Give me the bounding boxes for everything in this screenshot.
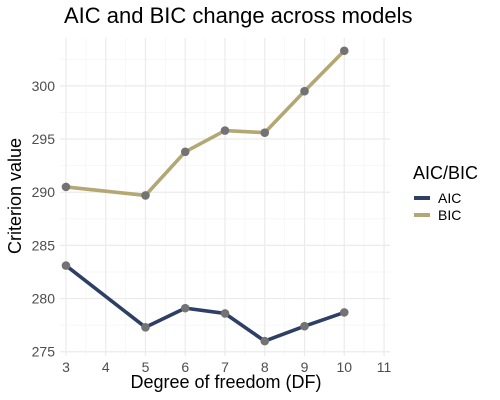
x-tick-label: 4 — [102, 359, 110, 375]
data-point-bic — [300, 86, 309, 96]
data-point-bic — [180, 147, 190, 157]
data-point-bic — [141, 191, 150, 200]
legend-title: AIC/BIC — [413, 163, 478, 183]
x-tick-label: 6 — [181, 359, 189, 375]
chart-title: AIC and BIC change across models — [64, 3, 413, 28]
data-point-aic — [220, 309, 230, 318]
data-point-aic — [61, 261, 71, 270]
y-tick-labels: 275 280 285 290 295 300 — [32, 78, 56, 360]
x-axis-title: Degree of freedom (DF) — [130, 372, 321, 392]
legend-label-bic: BIC — [438, 207, 461, 223]
y-axis-title: Criterion value — [5, 138, 25, 254]
y-tick-label: 290 — [32, 184, 56, 200]
x-tick-label: 10 — [336, 359, 352, 375]
y-tick-label: 275 — [32, 344, 56, 360]
x-tick-label: 8 — [261, 359, 269, 375]
data-point-bic — [260, 128, 270, 137]
series-points — [61, 46, 349, 346]
grid — [60, 38, 390, 356]
y-tick-label: 285 — [32, 237, 56, 253]
x-tick-label: 5 — [142, 359, 150, 375]
x-tick-labels: 3 4 5 6 7 8 9 10 11 — [62, 359, 391, 375]
data-point-aic — [180, 303, 190, 313]
x-tick-label: 9 — [301, 359, 309, 375]
y-tick-label: 295 — [32, 131, 56, 147]
data-point-aic — [141, 322, 150, 332]
y-tick-label: 300 — [32, 78, 56, 94]
data-point-bic — [339, 46, 349, 56]
data-point-bic — [220, 126, 230, 135]
x-tick-label: 3 — [62, 359, 70, 375]
y-tick-label: 280 — [32, 291, 56, 307]
legend-label-aic: AIC — [438, 190, 461, 206]
data-point-aic — [260, 336, 270, 346]
data-point-aic — [300, 321, 309, 331]
data-point-bic — [61, 182, 71, 192]
data-point-aic — [339, 308, 349, 317]
x-tick-label: 7 — [221, 359, 229, 375]
x-tick-label: 11 — [377, 359, 392, 375]
